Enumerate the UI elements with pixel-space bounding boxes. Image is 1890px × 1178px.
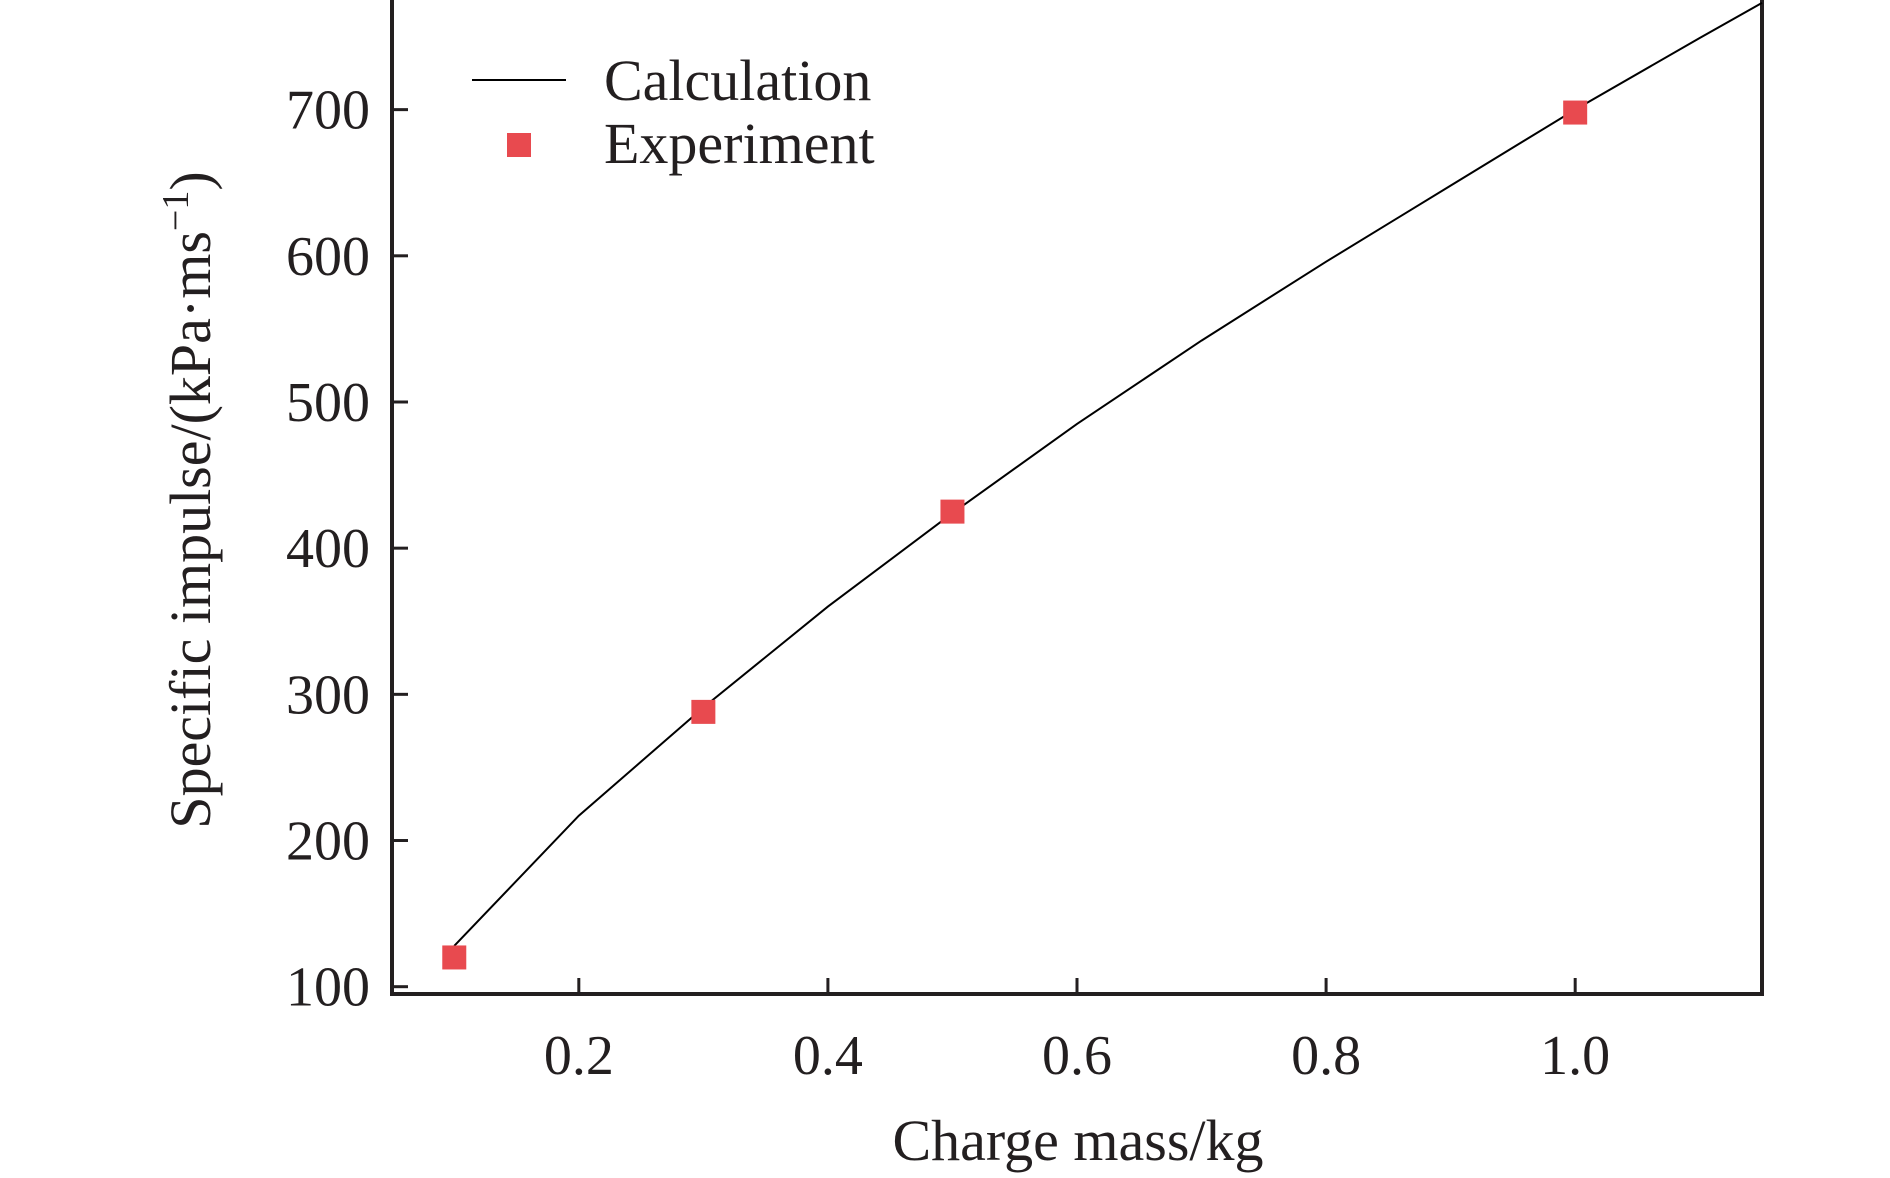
- x-tick-label: 0.6: [1042, 1025, 1112, 1087]
- y-tick-label: 100: [286, 957, 370, 1019]
- y-axis-title-superscript: −1: [155, 191, 197, 231]
- experiment-point: [940, 499, 965, 524]
- experiment-point: [691, 699, 716, 724]
- experiment-point: [1563, 100, 1588, 125]
- x-tick-label: 1.0: [1540, 1025, 1610, 1087]
- x-axis-ticks: 0.2 0.4 0.6 0.8 1.0: [544, 978, 1610, 1087]
- x-tick-label: 0.2: [544, 1025, 614, 1087]
- legend-label-experiment: Experiment: [604, 111, 875, 176]
- y-axis-ticks: 100 200 300 400 500 600 700: [286, 80, 408, 1019]
- y-axis-title-close: ): [158, 171, 223, 190]
- y-tick-label: 700: [286, 80, 370, 142]
- legend: Calculation Experiment: [472, 48, 875, 176]
- plot-area-border: [390, 0, 1764, 996]
- y-tick-label: 400: [286, 518, 370, 580]
- experiment-point: [442, 945, 467, 970]
- x-tick-label: 0.8: [1291, 1025, 1361, 1087]
- y-tick-label: 300: [286, 664, 370, 726]
- y-tick-label: 500: [286, 372, 370, 434]
- series-layer: [442, 2, 1763, 970]
- x-axis-title: Charge mass/kg: [892, 1108, 1263, 1173]
- legend-label-calculation: Calculation: [604, 48, 871, 113]
- y-axis-title-main: Specific impulse/(kPa·ms: [158, 231, 223, 829]
- x-tick-label: 0.4: [793, 1025, 863, 1087]
- legend-marker-experiment: [507, 133, 531, 157]
- y-axis-title: Specific impulse/(kPa·ms−1): [155, 171, 223, 828]
- series-line-calculation: [453, 2, 1763, 947]
- plot-frame: [390, 0, 1764, 996]
- y-tick-label: 200: [286, 811, 370, 873]
- y-tick-label: 600: [286, 226, 370, 288]
